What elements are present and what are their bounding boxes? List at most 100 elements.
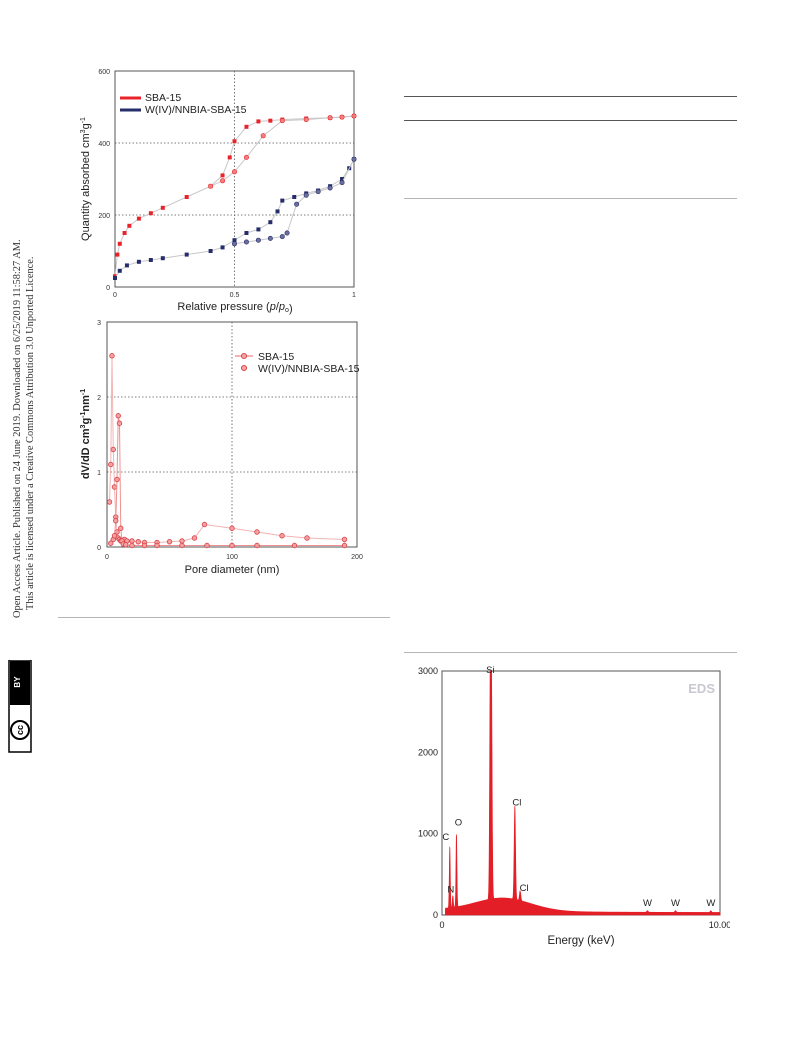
peak-label: W xyxy=(706,898,715,909)
spectrum xyxy=(445,670,721,916)
data-point xyxy=(201,521,208,528)
cc-icon-label: cc xyxy=(15,725,25,735)
peak-label: Si xyxy=(486,665,494,676)
x-tick-label: 0 xyxy=(105,554,109,561)
data-point xyxy=(148,258,153,262)
data-point xyxy=(110,446,116,453)
badge-by-block xyxy=(10,661,30,705)
legend-label-wnn: W(IV)/NNBIA-SBA-15 xyxy=(145,104,247,116)
data-point xyxy=(232,139,237,144)
y-tick-label: 600 xyxy=(98,69,110,76)
data-point xyxy=(160,256,165,261)
data-point xyxy=(256,227,261,232)
licence-notice: This article is licensed under a Creativ… xyxy=(25,256,36,610)
data-point xyxy=(129,538,135,544)
data-point xyxy=(232,241,238,247)
table-top-rule xyxy=(404,96,737,97)
y-tick-label: 0 xyxy=(433,910,438,920)
y-tick-label: 0 xyxy=(106,285,110,292)
data-point xyxy=(208,249,213,253)
data-point xyxy=(303,117,309,123)
isotherm-chart: 0 0.5 1 0 200 400 600 SBA-15 W(IV)/NNBIA-SBA-1… xyxy=(80,69,357,315)
open-access-sidebar: Open Access Article. Published on 24 Jun… xyxy=(6,0,46,1039)
data-point xyxy=(135,539,141,545)
data-point xyxy=(122,231,127,235)
legend-marker-sba15 xyxy=(240,352,248,360)
spectrum-fill xyxy=(445,670,721,916)
y-tick-label: 3 xyxy=(97,320,101,327)
data-point xyxy=(303,192,309,198)
plot-frame xyxy=(441,670,721,916)
open-access-notice: Open Access Article. Published on 24 Jun… xyxy=(12,239,23,618)
y-axis-label: dV/dD cm3g-1nm-1 xyxy=(80,389,92,479)
x-tick-label: 1 xyxy=(352,292,356,299)
data-point xyxy=(109,353,115,359)
peak-label: W xyxy=(671,898,680,909)
series xyxy=(106,353,348,549)
data-point xyxy=(315,189,321,195)
data-point xyxy=(124,263,129,268)
data-point xyxy=(179,542,185,549)
data-point xyxy=(268,118,273,123)
data-point xyxy=(208,183,214,189)
data-point xyxy=(291,542,298,549)
legend-label-sba15: SBA-15 xyxy=(258,351,294,363)
data-point xyxy=(229,525,235,531)
data-point xyxy=(279,234,285,240)
data-point xyxy=(243,239,249,245)
pore-size-chart: 0 100 200 0 1 2 3 SBA-15 W(IV)/NNBIA-SBA-15 Po… xyxy=(80,320,363,576)
peak-labels: CNOSiWClClWWW xyxy=(442,665,715,909)
data-point xyxy=(351,156,357,162)
data-point xyxy=(256,119,261,124)
data-point xyxy=(268,220,273,225)
series xyxy=(113,113,357,280)
data-point xyxy=(148,211,153,216)
y-tick-label: 0 xyxy=(97,545,101,552)
data-point xyxy=(227,155,232,160)
tick-labels: 0 10.00 0 1000 2000 3000 xyxy=(418,666,730,930)
y-tick-label: 200 xyxy=(98,213,110,220)
data-point xyxy=(115,252,120,257)
data-point xyxy=(129,542,135,549)
data-point xyxy=(113,276,117,280)
data-point xyxy=(127,223,132,228)
eds-title: EDS xyxy=(688,681,715,696)
peak-label: Cl xyxy=(520,883,529,894)
data-point xyxy=(341,536,348,543)
tick-labels: 0 0.5 1 0 200 400 600 xyxy=(98,69,356,299)
data-point xyxy=(111,484,118,490)
data-point xyxy=(244,124,249,129)
data-point xyxy=(339,180,345,186)
y-tick-label: 2000 xyxy=(418,747,438,757)
data-point xyxy=(260,133,266,139)
legend-marker-wnn xyxy=(240,364,248,372)
data-point xyxy=(113,518,119,524)
data-point xyxy=(341,542,348,549)
data-point xyxy=(118,525,124,531)
data-point xyxy=(220,178,226,184)
figure-caption-rule xyxy=(58,617,390,618)
cc-icon xyxy=(10,720,30,740)
table-bottom-rule xyxy=(404,198,737,199)
data-point xyxy=(254,529,260,535)
data-point xyxy=(340,177,345,181)
data-point xyxy=(136,259,141,264)
peak-label: C xyxy=(442,832,449,843)
data-point xyxy=(114,476,120,483)
data-point xyxy=(220,245,225,250)
data-point xyxy=(294,201,300,207)
data-point xyxy=(280,198,285,203)
creative-commons-badge[interactable]: BY cc xyxy=(6,660,36,756)
data-point xyxy=(108,461,114,468)
data-point xyxy=(123,542,129,548)
legend-label-wnn: W(IV)/NNBIA-SBA-15 xyxy=(258,363,360,375)
legend-label-sba15: SBA-15 xyxy=(145,92,181,104)
data-point xyxy=(243,154,249,160)
data-point xyxy=(106,499,113,505)
peak-label: O xyxy=(455,818,462,829)
data-point xyxy=(179,538,185,544)
data-point xyxy=(284,230,290,236)
x-tick-label: 0 xyxy=(113,292,117,299)
data-point xyxy=(244,231,249,235)
